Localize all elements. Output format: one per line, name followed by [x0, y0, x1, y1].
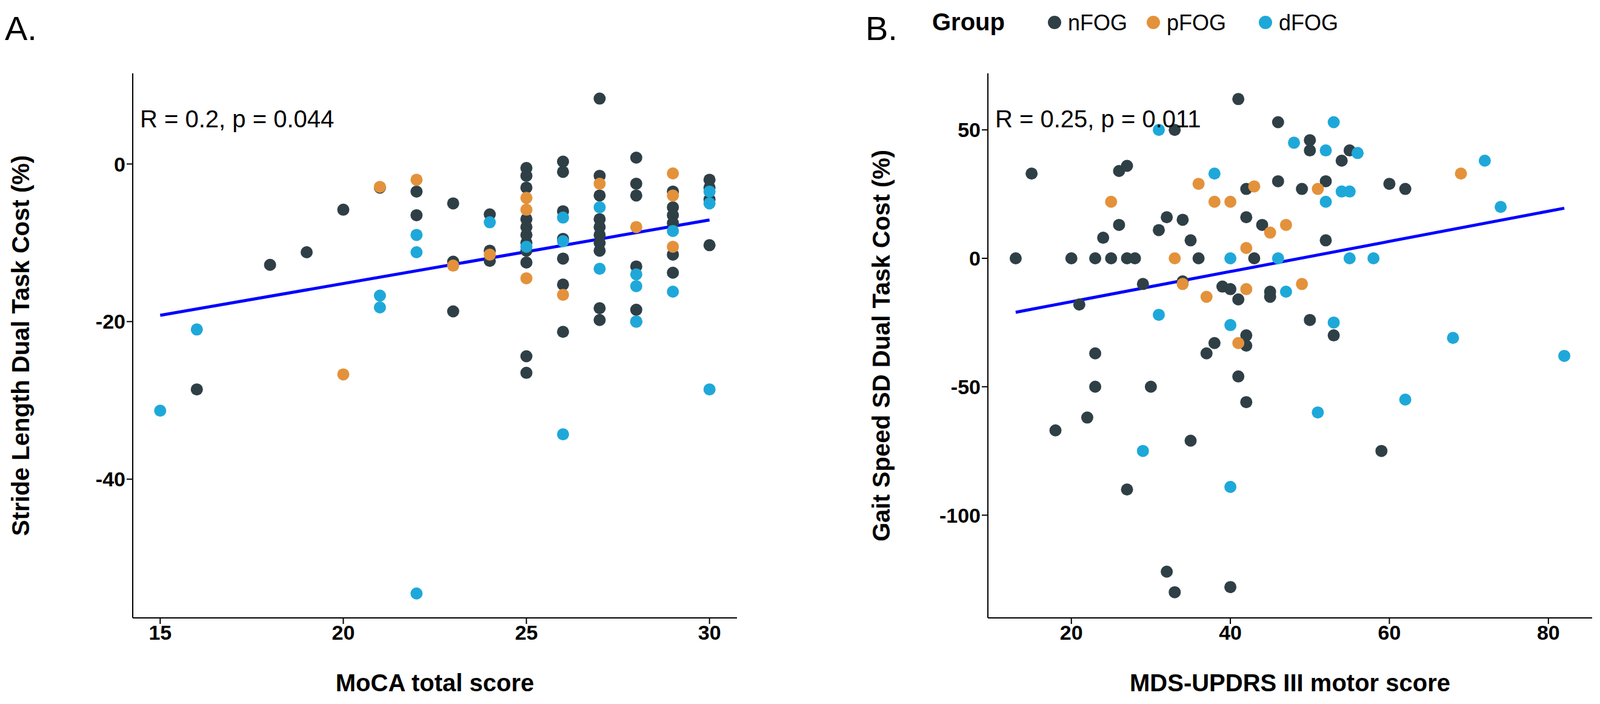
- svg-text:Stride Length Dual Task Cost (: Stride Length Dual Task Cost (%): [7, 155, 34, 536]
- svg-text:40: 40: [1218, 620, 1242, 644]
- svg-text:A.: A.: [4, 9, 37, 48]
- svg-text:0: 0: [113, 152, 126, 176]
- svg-text:0: 0: [969, 246, 981, 270]
- svg-text:dFOG: dFOG: [1278, 10, 1339, 36]
- svg-text:Group: Group: [932, 8, 1005, 36]
- svg-text:20: 20: [332, 620, 356, 644]
- svg-text:Gait Speed SD Dual Task Cost (: Gait Speed SD Dual Task Cost (%): [867, 149, 895, 542]
- svg-text:MoCA total score: MoCA total score: [335, 669, 534, 696]
- svg-text:60: 60: [1378, 620, 1402, 644]
- svg-text:R = 0.2, p = 0.044: R = 0.2, p = 0.044: [140, 105, 334, 133]
- svg-text:nFOG: nFOG: [1067, 10, 1128, 36]
- svg-text:25: 25: [515, 620, 539, 644]
- svg-text:50: 50: [957, 118, 981, 142]
- svg-text:pFOG: pFOG: [1166, 10, 1227, 36]
- svg-text:30: 30: [698, 620, 722, 644]
- svg-text:80: 80: [1536, 620, 1560, 644]
- svg-text:B.: B.: [865, 9, 898, 48]
- svg-text:MDS-UPDRS III motor score: MDS-UPDRS III motor score: [1129, 669, 1451, 696]
- svg-text:-100: -100: [939, 503, 981, 527]
- svg-text:-50: -50: [950, 375, 981, 399]
- svg-text:R = 0.25, p = 0.011: R = 0.25, p = 0.011: [995, 105, 1202, 133]
- svg-text:-20: -20: [95, 309, 126, 333]
- svg-text:-40: -40: [95, 467, 126, 491]
- svg-text:20: 20: [1060, 620, 1084, 644]
- svg-text:15: 15: [148, 620, 172, 644]
